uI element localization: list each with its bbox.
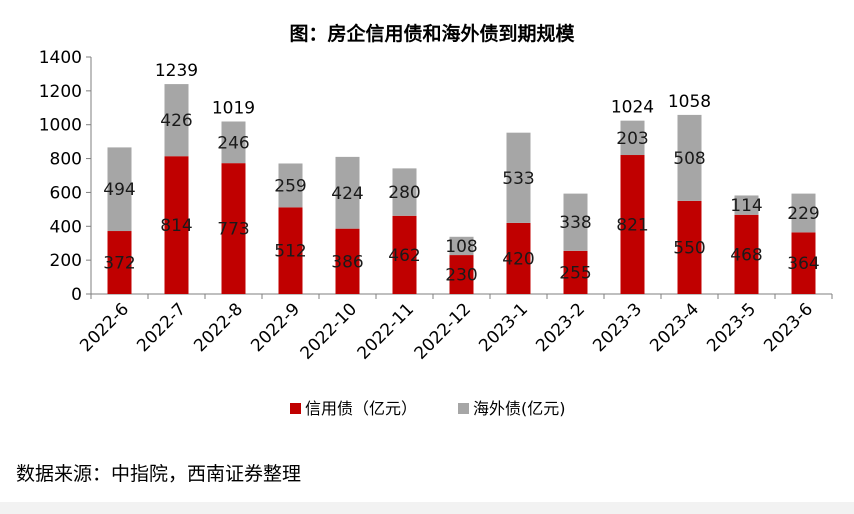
data-label-overseas-bond: 246 bbox=[217, 133, 249, 153]
y-tick-label: 1000 bbox=[39, 116, 82, 136]
data-label-total: 1058 bbox=[668, 92, 711, 112]
bar-overseas-bond bbox=[164, 84, 189, 157]
legend-swatch-credit-bond bbox=[290, 403, 301, 414]
y-tick-label: 600 bbox=[50, 183, 82, 203]
x-tick-label: 2023-2 bbox=[532, 299, 589, 356]
legend-swatch-overseas-bond bbox=[458, 403, 469, 414]
bar-credit-bond bbox=[107, 231, 132, 294]
bar-overseas-bond bbox=[677, 114, 702, 201]
x-tick-label: 2023-4 bbox=[646, 299, 703, 356]
data-label-credit-bond: 512 bbox=[274, 242, 306, 262]
data-label-overseas-bond: 259 bbox=[274, 176, 306, 196]
legend-label-overseas-bond: 海外债(亿元) bbox=[473, 399, 566, 418]
x-tick-label: 2022-12 bbox=[411, 299, 475, 363]
bar-overseas-bond bbox=[734, 195, 759, 215]
data-label-overseas-bond: 280 bbox=[388, 183, 420, 203]
x-tick-label: 2022-10 bbox=[297, 299, 361, 363]
data-label-overseas-bond: 338 bbox=[559, 213, 591, 233]
x-tick-label: 2022-11 bbox=[354, 299, 418, 363]
x-tick-label: 2023-1 bbox=[475, 299, 532, 356]
bar-overseas-bond bbox=[335, 156, 360, 229]
bar-overseas-bond bbox=[449, 236, 474, 256]
y-tick-label: 1400 bbox=[39, 48, 82, 68]
data-label-total: 1239 bbox=[155, 61, 198, 81]
data-label-overseas-bond: 114 bbox=[730, 196, 762, 216]
bar-credit-bond bbox=[449, 255, 474, 294]
data-label-overseas-bond: 108 bbox=[445, 237, 477, 257]
data-label-credit-bond: 372 bbox=[103, 254, 135, 274]
data-label-overseas-bond: 229 bbox=[787, 204, 819, 224]
y-tick-label: 200 bbox=[50, 251, 82, 271]
data-label-credit-bond: 364 bbox=[787, 254, 819, 274]
bar-credit-bond bbox=[392, 215, 417, 294]
bar-credit-bond bbox=[278, 207, 303, 294]
y-tick-label: 0 bbox=[71, 285, 82, 305]
legend: 信用债（亿元） 海外债(亿元) bbox=[290, 399, 566, 418]
data-source-note: 数据来源：中指院，西南证券整理 bbox=[16, 463, 302, 485]
data-label-credit-bond: 468 bbox=[730, 245, 762, 265]
data-label-overseas-bond: 508 bbox=[673, 149, 705, 169]
data-label-overseas-bond: 533 bbox=[502, 169, 534, 189]
bar-overseas-bond bbox=[563, 193, 588, 251]
legend-label-credit-bond: 信用债（亿元） bbox=[305, 399, 417, 418]
data-label-overseas-bond: 424 bbox=[331, 184, 363, 204]
bar-credit-bond bbox=[506, 222, 531, 294]
x-tick-label: 2023-6 bbox=[760, 299, 817, 356]
data-label-overseas-bond: 426 bbox=[160, 111, 192, 131]
x-tick-label: 2023-3 bbox=[589, 299, 646, 356]
bottom-band bbox=[0, 502, 854, 514]
data-label-overseas-bond: 494 bbox=[103, 180, 135, 200]
y-tick-label: 400 bbox=[50, 217, 82, 237]
data-label-total: 1024 bbox=[611, 98, 654, 118]
bar-credit-bond bbox=[734, 214, 759, 294]
bar-credit-bond bbox=[335, 228, 360, 294]
data-label-credit-bond: 550 bbox=[673, 238, 705, 258]
data-label-credit-bond: 773 bbox=[217, 220, 249, 240]
bar-overseas-bond bbox=[107, 147, 132, 232]
bar-overseas-bond bbox=[620, 120, 645, 156]
data-label-credit-bond: 386 bbox=[331, 252, 363, 272]
data-label-overseas-bond: 203 bbox=[616, 129, 648, 149]
x-tick-label: 2022-6 bbox=[76, 299, 133, 356]
data-label-credit-bond: 462 bbox=[388, 246, 420, 266]
bar-credit-bond bbox=[563, 250, 588, 294]
data-label-credit-bond: 821 bbox=[616, 216, 648, 236]
x-tick-label: 2023-5 bbox=[703, 299, 760, 356]
bar-overseas-bond bbox=[278, 163, 303, 208]
data-label-credit-bond: 255 bbox=[559, 263, 591, 283]
y-tick-label: 1200 bbox=[39, 82, 82, 102]
bar-overseas-bond bbox=[221, 121, 246, 164]
bar-credit-bond bbox=[791, 232, 816, 294]
x-tick-label: 2022-9 bbox=[247, 299, 304, 356]
bar-credit-bond bbox=[677, 200, 702, 294]
chart-title: 图：房企信用债和海外债到期规模 bbox=[289, 22, 575, 45]
bar-overseas-bond bbox=[392, 168, 417, 216]
data-label-total: 1019 bbox=[212, 98, 255, 118]
bar-overseas-bond bbox=[791, 193, 816, 233]
data-label-credit-bond: 230 bbox=[445, 266, 477, 286]
x-axis: 2022-6 2022-7 2022-8 2022-92022-102022-1120… bbox=[76, 293, 833, 364]
data-label-credit-bond: 814 bbox=[160, 216, 192, 236]
y-tick-label: 800 bbox=[50, 150, 82, 170]
data-label-credit-bond: 420 bbox=[502, 249, 534, 269]
x-tick-label: 2022-8 bbox=[190, 299, 247, 356]
bar-overseas-bond bbox=[506, 132, 531, 223]
y-axis: 0 200 400 600 800 1000 1200 1400 bbox=[39, 48, 92, 305]
bar-credit-bond bbox=[164, 156, 189, 294]
bars: 372 494 814 426 1239 773 246 1019 512 259 386 424 46… bbox=[103, 61, 820, 294]
bar-credit-bond bbox=[620, 155, 645, 294]
x-tick-label: 2022-7 bbox=[133, 299, 190, 356]
bar-credit-bond bbox=[221, 163, 246, 294]
